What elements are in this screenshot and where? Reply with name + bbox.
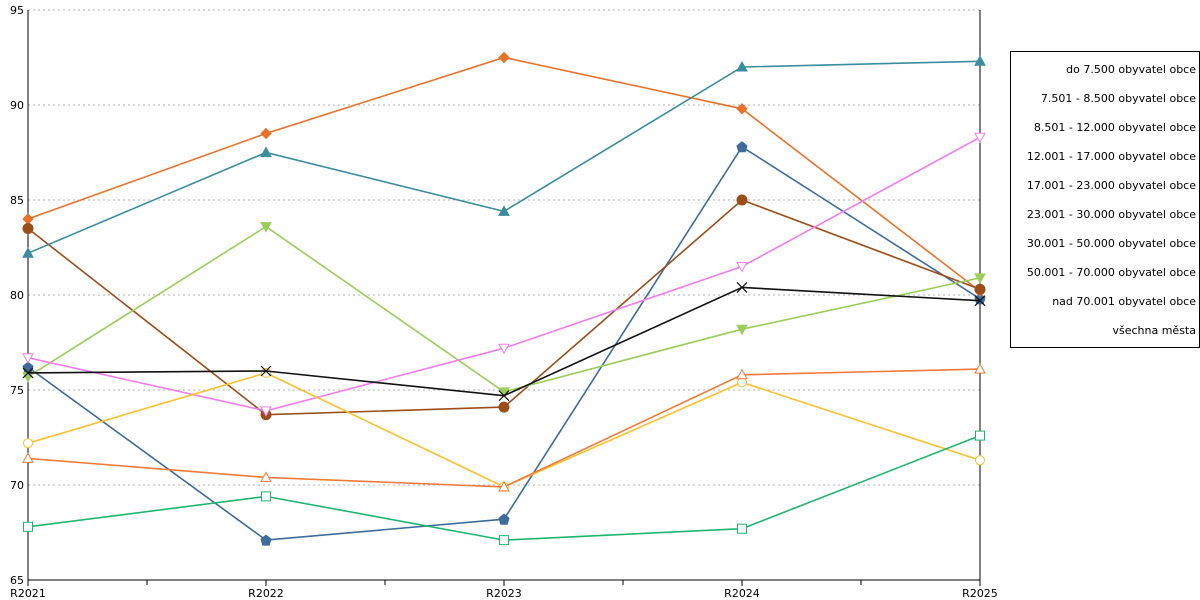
data-point-stroke [974, 295, 986, 307]
series-line [27, 199, 981, 416]
y-tick-label: 90 [10, 99, 24, 112]
series-line [27, 56, 981, 292]
data-point-stroke [260, 365, 272, 377]
series-8 [22, 363, 986, 492]
y-tick-label: 65 [10, 574, 24, 587]
data-point [736, 281, 748, 293]
data-point [260, 222, 272, 233]
data-point-stroke [736, 281, 748, 293]
data-point [736, 194, 748, 206]
data-point [22, 213, 34, 225]
series-line [27, 136, 981, 412]
y-tick-label: 95 [10, 4, 24, 17]
legend-item: 12.001 - 17.000 obyvatel obce [1026, 150, 1196, 163]
data-point [974, 363, 986, 374]
legend-item: nad 70.001 obyvatel obce [1052, 295, 1196, 308]
data-point [260, 365, 272, 377]
data-point [498, 480, 510, 492]
series-lines [22, 51, 986, 546]
data-point [498, 513, 510, 525]
data-point [261, 367, 271, 378]
data-point [260, 406, 272, 417]
legend-item: všechna města [1112, 324, 1196, 337]
data-point [736, 60, 748, 72]
data-point [974, 55, 986, 66]
data-point [499, 535, 509, 546]
data-point [22, 223, 34, 234]
series-line [27, 286, 981, 397]
data-point-stroke [22, 367, 34, 379]
y-tick-label: 80 [10, 289, 24, 302]
series-line [27, 225, 981, 393]
data-point [736, 368, 748, 380]
data-point [22, 367, 34, 379]
series-10 [22, 281, 986, 402]
data-point [736, 262, 748, 273]
data-point [22, 452, 34, 463]
legend-item: 23.001 - 30.000 obyvatel obce [1026, 208, 1196, 221]
data-point [974, 132, 986, 144]
legend-item: do 7.500 obyvatel obce [1066, 63, 1196, 76]
data-point [22, 353, 34, 364]
x-tick-label: R2025 [962, 587, 998, 600]
data-point-stroke [498, 390, 510, 402]
data-point [498, 390, 510, 402]
series-line [27, 60, 981, 254]
y-tick-label: 75 [10, 384, 24, 397]
series-4 [22, 222, 986, 398]
legend-item: 30.001 - 50.000 obyvatel obce [1026, 237, 1196, 250]
legend-item: 50.001 - 70.000 obyvatel obce [1026, 266, 1196, 279]
data-point [736, 141, 748, 153]
legend-item: 8.501 - 12.000 obyvatel obce [1033, 121, 1196, 134]
data-point [498, 401, 510, 413]
data-point [736, 103, 748, 115]
data-point [23, 521, 33, 532]
data-point [975, 430, 985, 441]
data-point [260, 471, 272, 482]
y-tick-label: 70 [10, 479, 24, 492]
legend-item: 7.501 - 8.500 obyvatel obce [1040, 92, 1196, 105]
data-point [974, 295, 986, 307]
series-2 [22, 51, 986, 297]
data-point [974, 273, 986, 284]
series-6 [22, 132, 986, 417]
data-point [736, 324, 748, 336]
data-point [737, 523, 747, 534]
data-point [498, 343, 510, 355]
data-point [260, 534, 272, 546]
data-point [260, 146, 272, 157]
series-9 [23, 430, 985, 546]
legend-item: 17.001 - 23.000 obyvatel obce [1026, 179, 1196, 192]
series-5 [22, 55, 986, 258]
data-point [22, 247, 34, 258]
series-line [27, 368, 981, 488]
x-tick-label: R2024 [724, 587, 760, 600]
data-point [498, 205, 510, 216]
data-point [974, 283, 986, 295]
axes [27, 10, 981, 586]
data-point [23, 438, 33, 449]
series-7 [23, 367, 985, 492]
x-tick-label: R2022 [248, 587, 284, 600]
x-tick-label: R2021 [10, 587, 46, 600]
chart-legend: do 7.500 obyvatel obce 7.501 - 8.500 obyv… [1010, 51, 1200, 348]
data-point [975, 455, 985, 466]
tick-labels: 65 70 75 80 85 90 95 R2021 R2022 R2023 R2024 R2025 [10, 4, 998, 600]
y-tick-label: 85 [10, 194, 24, 207]
data-point [260, 127, 272, 140]
x-tick-label: R2023 [486, 587, 522, 600]
data-point [261, 491, 271, 502]
data-point [498, 51, 510, 64]
